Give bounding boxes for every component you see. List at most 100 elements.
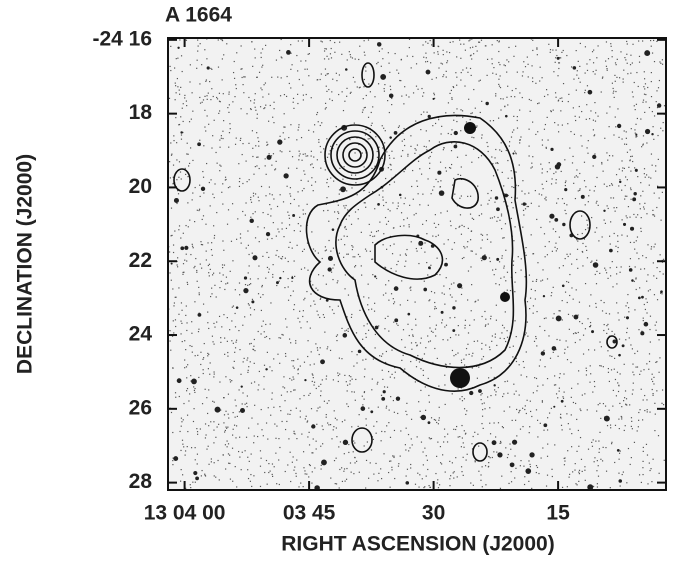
speckle-dot xyxy=(499,86,500,87)
speckle-dot xyxy=(184,367,185,368)
speckle-dot xyxy=(607,160,608,161)
speckle-dot xyxy=(499,261,500,262)
speckle-dot xyxy=(365,359,366,360)
speckle-dot xyxy=(183,103,184,104)
speckle-dot xyxy=(588,449,589,450)
speckle-dot xyxy=(579,339,580,340)
speckle-dot xyxy=(320,125,321,126)
speckle-dot xyxy=(403,128,404,129)
speckle-dot xyxy=(496,320,497,321)
speckle-dot xyxy=(495,95,496,96)
speckle-dot xyxy=(372,274,373,275)
speckle-dot xyxy=(321,465,322,466)
speckle-dot xyxy=(176,92,177,93)
speckle-dot xyxy=(336,73,337,74)
speckle-dot xyxy=(662,389,663,390)
speckle-dot xyxy=(465,155,466,156)
speckle-dot xyxy=(590,110,591,111)
speckle-dot xyxy=(435,123,436,124)
speckle-dot xyxy=(297,369,298,370)
speckle-dot xyxy=(194,221,195,222)
speckle-dot xyxy=(376,63,377,64)
speckle-dot xyxy=(558,131,559,132)
speckle-dot xyxy=(242,84,243,85)
speckle-dot xyxy=(609,410,610,411)
speckle-dot xyxy=(228,443,229,444)
speckle-dot xyxy=(291,64,292,65)
star xyxy=(361,406,366,411)
speckle-dot xyxy=(307,270,308,271)
speckle-dot xyxy=(394,430,395,431)
speckle-dot xyxy=(260,333,261,334)
speckle-dot xyxy=(494,389,495,390)
speckle-dot xyxy=(535,190,536,191)
star xyxy=(243,288,248,293)
speckle-dot xyxy=(485,484,486,485)
star xyxy=(380,74,386,80)
speckle-dot xyxy=(305,213,306,214)
speckle-dot xyxy=(421,338,422,339)
speckle-dot xyxy=(566,340,567,341)
speckle-dot xyxy=(481,155,482,156)
speckle-dot xyxy=(547,475,548,476)
speckle-dot xyxy=(326,86,327,87)
speckle-dot xyxy=(507,290,508,291)
speckle-dot xyxy=(348,254,349,255)
speckle-dot xyxy=(576,333,577,334)
speckle-dot xyxy=(204,474,205,475)
speckle-dot xyxy=(622,219,623,220)
speckle-dot xyxy=(464,364,465,365)
speckle-dot xyxy=(513,265,514,266)
star xyxy=(184,246,188,250)
speckle-dot xyxy=(303,154,304,155)
speckle-dot xyxy=(265,324,266,325)
speckle-dot xyxy=(365,129,366,130)
speckle-dot xyxy=(270,105,271,106)
speckle-dot xyxy=(317,408,318,409)
star xyxy=(428,266,431,269)
speckle-dot xyxy=(449,478,450,479)
speckle-dot xyxy=(601,346,602,347)
speckle-dot xyxy=(175,326,176,327)
speckle-dot xyxy=(410,467,411,468)
speckle-dot xyxy=(483,428,484,429)
speckle-dot xyxy=(621,416,622,417)
speckle-dot xyxy=(650,341,651,342)
speckle-dot xyxy=(354,256,355,257)
speckle-dot xyxy=(212,336,213,337)
speckle-dot xyxy=(334,264,335,265)
speckle-dot xyxy=(274,169,275,170)
speckle-dot xyxy=(240,233,241,234)
speckle-dot xyxy=(208,425,209,426)
speckle-dot xyxy=(396,70,397,71)
speckle-dot xyxy=(507,104,508,105)
speckle-dot xyxy=(346,330,347,331)
speckle-dot xyxy=(390,460,391,461)
speckle-dot xyxy=(379,194,380,195)
speckle-dot xyxy=(313,131,314,132)
speckle-dot xyxy=(598,404,599,405)
speckle-dot xyxy=(386,224,387,225)
speckle-dot xyxy=(536,219,537,220)
speckle-dot xyxy=(203,304,204,305)
speckle-dot xyxy=(205,434,206,435)
speckle-dot xyxy=(404,266,405,267)
speckle-dot xyxy=(636,240,637,241)
speckle-dot xyxy=(482,235,483,236)
speckle-dot xyxy=(339,74,340,75)
speckle-dot xyxy=(599,341,600,342)
speckle-dot xyxy=(368,83,369,84)
speckle-dot xyxy=(648,369,649,370)
speckle-dot xyxy=(374,236,375,237)
speckle-dot xyxy=(634,129,635,130)
speckle-dot xyxy=(280,150,281,151)
speckle-dot xyxy=(472,353,473,354)
speckle-dot xyxy=(651,72,652,73)
speckle-dot xyxy=(566,254,567,255)
speckle-dot xyxy=(187,446,188,447)
speckle-dot xyxy=(196,68,197,69)
speckle-dot xyxy=(424,353,425,354)
speckle-dot xyxy=(532,122,533,123)
speckle-dot xyxy=(265,158,266,159)
speckle-dot xyxy=(222,138,223,139)
